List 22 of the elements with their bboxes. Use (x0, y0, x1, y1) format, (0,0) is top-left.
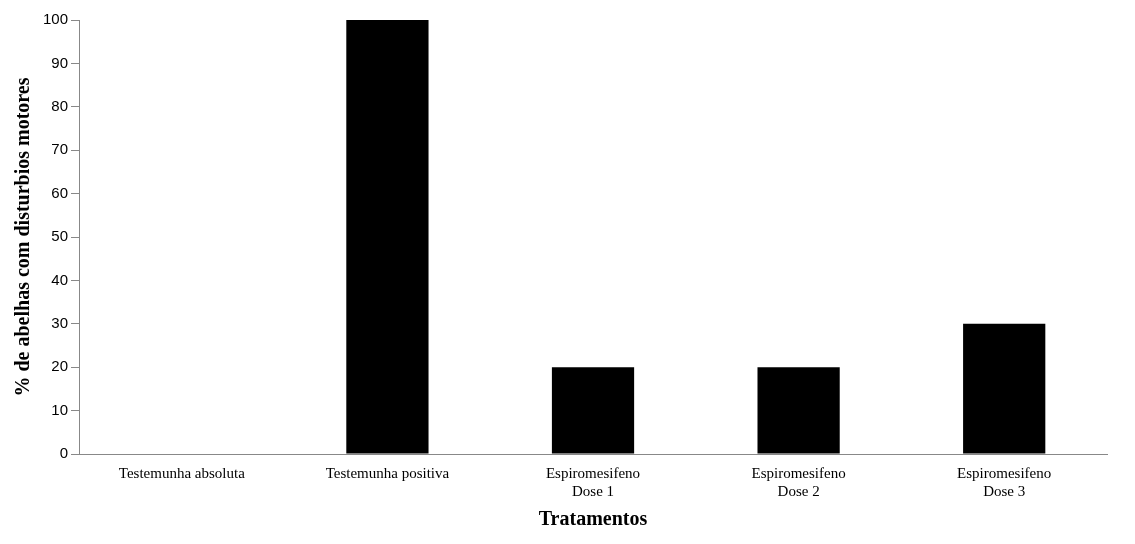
x-axis-title: Tratamentos (538, 507, 648, 530)
y-tick-label: 20 (51, 357, 69, 375)
y-tick-label: 70 (51, 140, 69, 158)
y-tick-label: 0 (59, 444, 69, 462)
y-tick-label: 80 (51, 96, 69, 114)
y-tick-label: 30 (51, 313, 69, 331)
x-tick-label: Testemunha positiva (325, 464, 450, 481)
x-tick-label: Espiromesifeno Dose 3 (957, 464, 1052, 499)
y-tick-label: 60 (51, 183, 69, 201)
y-tick-label: 50 (51, 227, 69, 245)
x-tick-label: Testemunha absoluta (118, 464, 246, 481)
y-tick-label: 10 (51, 400, 69, 418)
y-tick-label: 100 (43, 10, 69, 28)
y-tick-label: 90 (51, 53, 69, 71)
bar (346, 20, 429, 454)
bar (757, 367, 840, 454)
y-axis-title: % de abelhas com disturbios motores (11, 77, 34, 397)
bar (963, 323, 1046, 454)
bar (551, 367, 635, 454)
y-tick-label: 40 (51, 270, 69, 288)
x-tick-label: Espiromesifeno Dose 1 (545, 464, 641, 499)
x-tick-label: Espiromesifeno Dose 2 (751, 464, 846, 499)
